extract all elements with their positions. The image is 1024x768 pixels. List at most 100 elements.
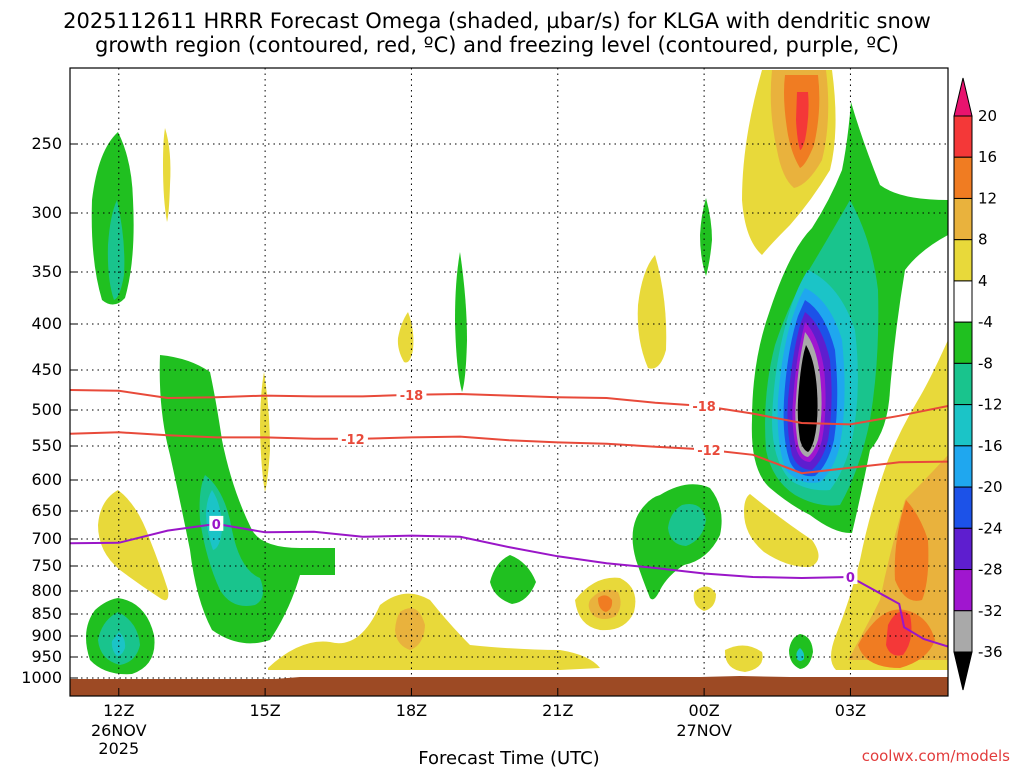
colorbar-bin-6 <box>953 321 973 364</box>
colorbar: 20 16 12 8 4 -4 -8 -12 -16 -20 -24 -28 -32 -36 <box>953 77 1003 691</box>
colorbar-bin-8 <box>953 404 973 447</box>
omega-neg-23z-12 <box>668 504 706 546</box>
omega-pos-band-bottom <box>268 593 600 670</box>
x-tick-label-03Z: 03Z <box>835 701 866 720</box>
colorbar-label-12: -32 <box>978 602 1003 620</box>
colorbar-label-13: -36 <box>978 643 1003 661</box>
colorbar-bin-5 <box>953 280 973 323</box>
x-tick-label-12Z: 12Z <box>103 701 134 720</box>
y-tick-label-850: 850 <box>31 604 62 623</box>
colorbar-label-8: -16 <box>978 437 1003 455</box>
contour-label-minus12-0: -12 <box>341 433 365 448</box>
omega-neg-bl-16 <box>111 632 126 656</box>
chart-title-line2: growth region (contoured, red, ºC) and f… <box>95 33 899 57</box>
y-axis: 250 300 350 400 450 500 550 600 650 700 750 800 850 9… <box>21 134 78 687</box>
omega-pos-small-400 <box>397 312 414 363</box>
contour-label-zero-1: 0 <box>846 571 855 586</box>
contour-lines <box>70 389 948 648</box>
omega-neg-big-max <box>797 345 818 452</box>
y-tick-label-600: 600 <box>31 470 62 489</box>
contour-label-bg-zero-1 <box>843 569 858 584</box>
colorbar-label-11: -28 <box>978 561 1003 579</box>
contour-label-minus18-1: -18 <box>692 400 716 415</box>
contour-label-bg-minus18-1 <box>689 398 720 413</box>
x-tick-date-12Z: 26NOV <box>91 721 147 740</box>
x-tick-label-15Z: 15Z <box>249 701 280 720</box>
contour-minus18 <box>70 389 948 426</box>
colorbar-bin-12 <box>953 569 973 612</box>
x-axis-label: Forecast Time (UTC) <box>418 748 599 768</box>
y-tick-label-900: 900 <box>31 626 62 645</box>
colorbar-label-3: 8 <box>978 231 988 249</box>
colorbar-label-5: -4 <box>978 313 993 331</box>
y-tick-label-950: 950 <box>31 647 62 666</box>
y-tick-label-450: 450 <box>31 360 62 379</box>
y-tick-label-400: 400 <box>31 314 62 333</box>
colorbar-label-6: -8 <box>978 354 993 372</box>
colorbar-label-9: -20 <box>978 478 1003 496</box>
x-tick-label-00Z: 00Z <box>688 701 719 720</box>
omega-pos-mid-350 <box>637 255 667 369</box>
omega-pos-right-12 <box>894 500 929 601</box>
omega-pos-right-16 <box>886 611 912 656</box>
ground-terrain <box>70 676 948 696</box>
omega-pos-left-lower <box>98 490 169 601</box>
y-tick-label-500: 500 <box>31 400 62 419</box>
contour-labels: -18 -18 -12 -12 0 0 <box>209 386 858 586</box>
contour-zero <box>70 522 948 648</box>
x-tick-year-12Z: 2025 <box>98 739 139 758</box>
omega-shading <box>86 70 948 675</box>
omega-pos-blob-01z <box>724 645 763 672</box>
grid-lines <box>70 68 948 696</box>
y-tick-label-550: 550 <box>31 436 62 455</box>
omega-neg-thin-00z <box>700 198 712 276</box>
omega-pos-bottom-18z <box>395 608 425 650</box>
contour-label-minus18-0: -18 <box>400 389 424 404</box>
y-tick-label-750: 750 <box>31 556 62 575</box>
colorbar-arrow-top <box>953 77 973 117</box>
colorbar-label-0: 20 <box>978 107 997 125</box>
colorbar-bin-3 <box>953 197 973 241</box>
y-tick-label-300: 300 <box>31 203 62 222</box>
x-tick-label-21Z: 21Z <box>542 701 573 720</box>
y-tick-label-650: 650 <box>31 501 62 520</box>
y-tick-label-350: 350 <box>31 262 62 281</box>
colorbar-bin-11 <box>953 527 973 571</box>
colorbar-bin-1 <box>953 115 973 158</box>
credit-text: coolwx.com/models <box>862 747 1010 765</box>
chart-title-line1: 2025112611 HRRR Forecast Omega (shaded, … <box>63 9 931 33</box>
colorbar-label-10: -24 <box>978 519 1003 537</box>
contour-label-zero-0: 0 <box>212 518 221 533</box>
y-tick-label-250: 250 <box>31 134 62 153</box>
omega-pos-blob-00z <box>693 586 716 611</box>
omega-pos-blob-22z-12 <box>598 595 613 612</box>
omega-neg-left-top-12 <box>107 200 125 300</box>
colorbar-arrow-bottom <box>953 651 973 691</box>
colorbar-label-2: 12 <box>978 189 997 207</box>
colorbar-bin-10 <box>953 486 973 529</box>
colorbar-bin-7 <box>953 362 973 406</box>
colorbar-bin-9 <box>953 445 973 488</box>
colorbar-bin-2 <box>953 156 973 199</box>
omega-neg-20z <box>490 555 536 604</box>
plot-frame <box>69 67 949 697</box>
x-tick-label-18Z: 18Z <box>396 701 427 720</box>
y-tick-label-1000: 1000 <box>21 668 62 687</box>
colorbar-bin-13 <box>953 610 973 653</box>
contour-label-bg-minus12-0 <box>337 430 368 446</box>
contour-label-bg-minus18-0 <box>396 386 427 402</box>
colorbar-bin-4 <box>953 239 973 282</box>
colorbar-label-1: 16 <box>978 148 997 166</box>
omega-neg-thin-19z <box>455 252 467 392</box>
x-tick-date-00Z: 27NOV <box>676 721 732 740</box>
omega-neg-main-left <box>159 355 335 644</box>
y-tick-label-700: 700 <box>31 529 62 548</box>
contour-label-bg-zero-0 <box>209 515 224 531</box>
omega-pos-upper-20 <box>796 92 809 150</box>
omega-pos-mid-wedge <box>744 494 819 568</box>
y-tick-label-800: 800 <box>31 581 62 600</box>
contour-label-minus12-1: -12 <box>697 444 721 459</box>
contour-minus12 <box>70 431 948 475</box>
